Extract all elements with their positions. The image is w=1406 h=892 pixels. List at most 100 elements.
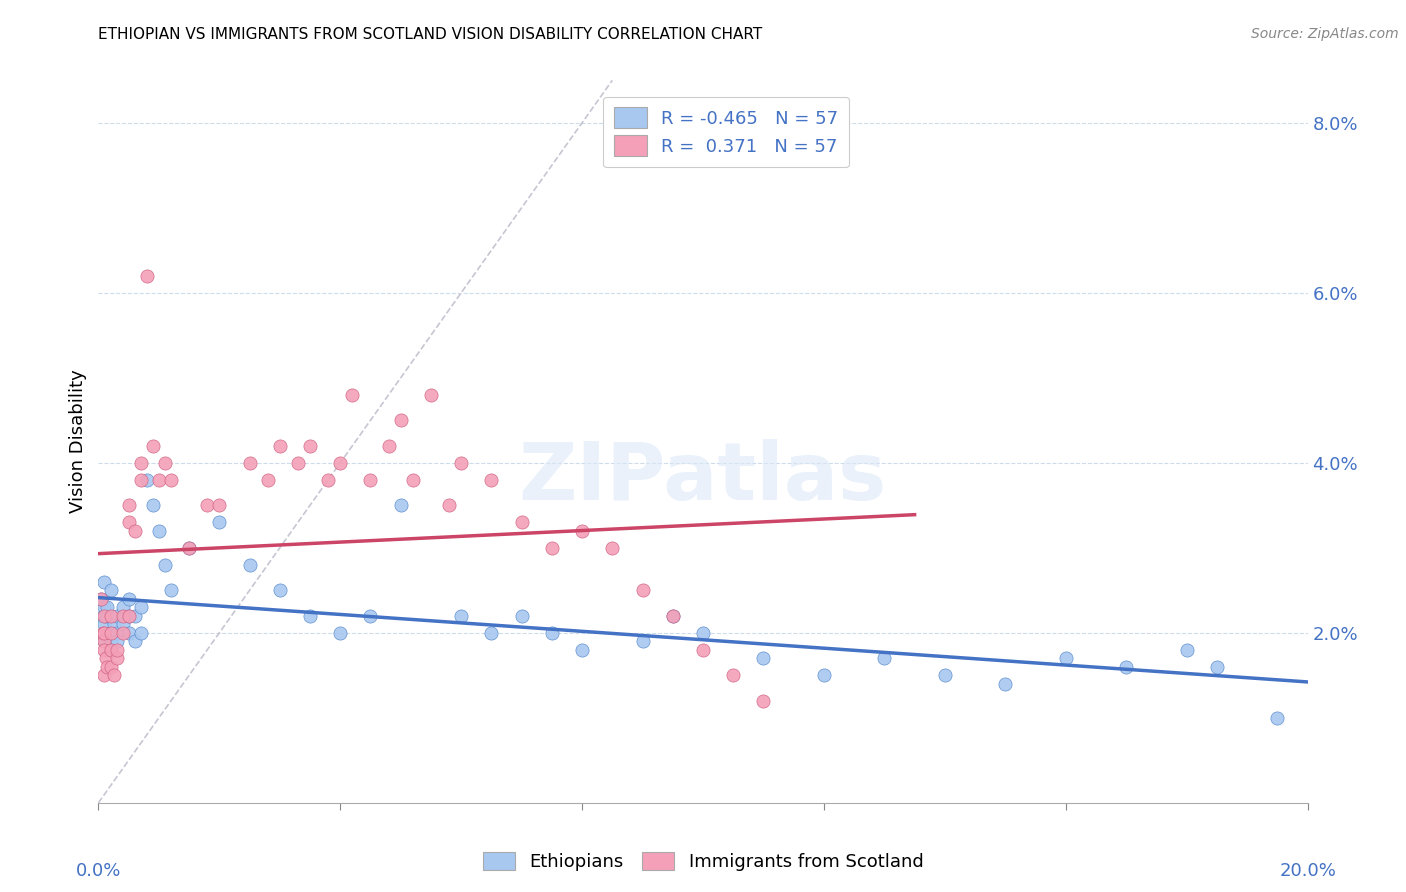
Point: [287, 456, 309, 470]
Point: [129, 456, 152, 470]
Point: [813, 668, 835, 682]
Point: [93, 668, 115, 682]
Point: [105, 625, 128, 640]
Point: [299, 608, 322, 623]
Point: [105, 634, 128, 648]
Point: [360, 473, 382, 487]
Point: [389, 413, 412, 427]
Point: [111, 600, 134, 615]
Text: Source: ZipAtlas.com: Source: ZipAtlas.com: [1251, 27, 1399, 41]
Point: [160, 583, 183, 598]
Point: [142, 439, 165, 453]
Point: [93, 625, 115, 640]
Point: [510, 608, 533, 623]
Point: [118, 625, 141, 640]
Point: [342, 388, 364, 402]
Point: [93, 608, 115, 623]
Point: [93, 625, 115, 640]
Point: [94, 608, 117, 623]
Point: [208, 498, 231, 512]
Point: [571, 642, 593, 657]
Point: [148, 473, 170, 487]
Point: [111, 608, 134, 623]
Point: [118, 591, 141, 606]
Point: [100, 642, 122, 657]
Text: 20.0%: 20.0%: [1279, 863, 1336, 880]
Point: [105, 651, 128, 665]
Point: [661, 608, 683, 623]
Point: [179, 541, 201, 555]
Point: [91, 608, 114, 623]
Point: [90, 591, 112, 606]
Point: [1267, 711, 1289, 725]
Point: [510, 516, 533, 530]
Point: [96, 600, 118, 615]
Point: [124, 608, 146, 623]
Point: [148, 524, 170, 538]
Point: [100, 625, 122, 640]
Point: [129, 473, 152, 487]
Point: [195, 498, 218, 512]
Text: 0.0%: 0.0%: [76, 863, 121, 880]
Point: [377, 439, 399, 453]
Point: [934, 668, 956, 682]
Point: [481, 625, 503, 640]
Point: [752, 694, 775, 708]
Point: [118, 516, 141, 530]
Point: [160, 473, 183, 487]
Point: [129, 625, 152, 640]
Point: [129, 600, 152, 615]
Text: ZIPatlas: ZIPatlas: [519, 439, 887, 516]
Point: [329, 625, 352, 640]
Point: [420, 388, 443, 402]
Point: [752, 651, 775, 665]
Point: [93, 634, 115, 648]
Y-axis label: Vision Disability: Vision Disability: [69, 369, 87, 514]
Point: [135, 473, 157, 487]
Point: [90, 591, 112, 606]
Point: [1115, 660, 1137, 674]
Point: [450, 456, 472, 470]
Point: [105, 642, 128, 657]
Point: [96, 660, 118, 674]
Point: [100, 642, 122, 657]
Point: [692, 642, 714, 657]
Point: [118, 608, 141, 623]
Point: [239, 456, 262, 470]
Point: [256, 473, 278, 487]
Text: ETHIOPIAN VS IMMIGRANTS FROM SCOTLAND VISION DISABILITY CORRELATION CHART: ETHIOPIAN VS IMMIGRANTS FROM SCOTLAND VI…: [98, 27, 762, 42]
Point: [93, 634, 115, 648]
Point: [100, 660, 122, 674]
Point: [105, 608, 128, 623]
Point: [179, 541, 201, 555]
Point: [269, 439, 291, 453]
Point: [118, 498, 141, 512]
Point: [1054, 651, 1077, 665]
Point: [402, 473, 425, 487]
Point: [1175, 642, 1198, 657]
Point: [208, 516, 231, 530]
Point: [571, 524, 593, 538]
Point: [329, 456, 352, 470]
Point: [124, 524, 146, 538]
Point: [103, 668, 125, 682]
Point: [94, 651, 117, 665]
Point: [631, 583, 654, 598]
Point: [360, 608, 382, 623]
Point: [437, 498, 460, 512]
Point: [389, 498, 412, 512]
Point: [631, 634, 654, 648]
Point: [153, 456, 176, 470]
Point: [316, 473, 339, 487]
Point: [540, 541, 562, 555]
Point: [692, 625, 714, 640]
Point: [239, 558, 262, 572]
Point: [481, 473, 503, 487]
Point: [100, 625, 122, 640]
Point: [723, 668, 745, 682]
Point: [661, 608, 683, 623]
Point: [111, 617, 134, 632]
Point: [124, 634, 146, 648]
Point: [93, 574, 115, 589]
Point: [540, 625, 562, 640]
